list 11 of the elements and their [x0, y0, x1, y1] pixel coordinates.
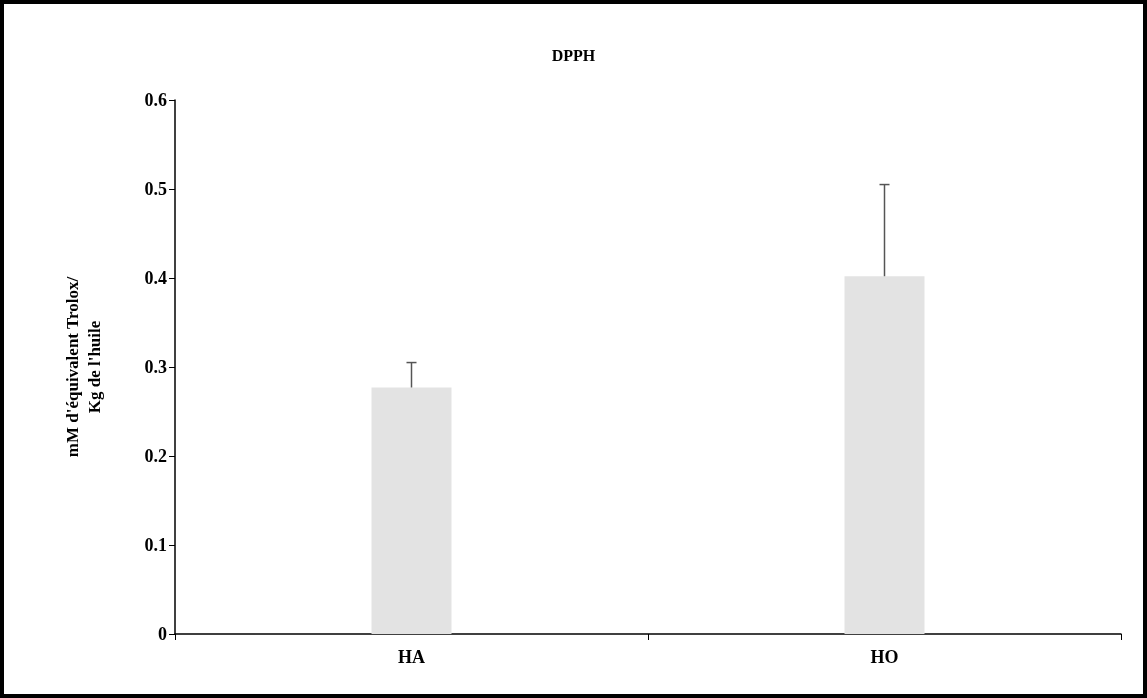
- y-tick-label: 0.2: [144, 446, 167, 466]
- x-tick-label: HO: [870, 647, 899, 667]
- x-tick-label: HA: [398, 647, 425, 667]
- y-tick-label: 0.1: [144, 535, 167, 555]
- y-tick-label: 0.4: [144, 268, 167, 288]
- chart-title: DPPH: [551, 46, 596, 64]
- y-axis-title: mM d'équivalent Trolox/ Kg de l'huile: [62, 276, 104, 458]
- y-tick-label: 0.5: [144, 179, 167, 199]
- y-tick-label: 0.3: [144, 357, 167, 377]
- y-tick-label: 0: [158, 624, 167, 644]
- y-tick-label: 0.6: [144, 90, 167, 110]
